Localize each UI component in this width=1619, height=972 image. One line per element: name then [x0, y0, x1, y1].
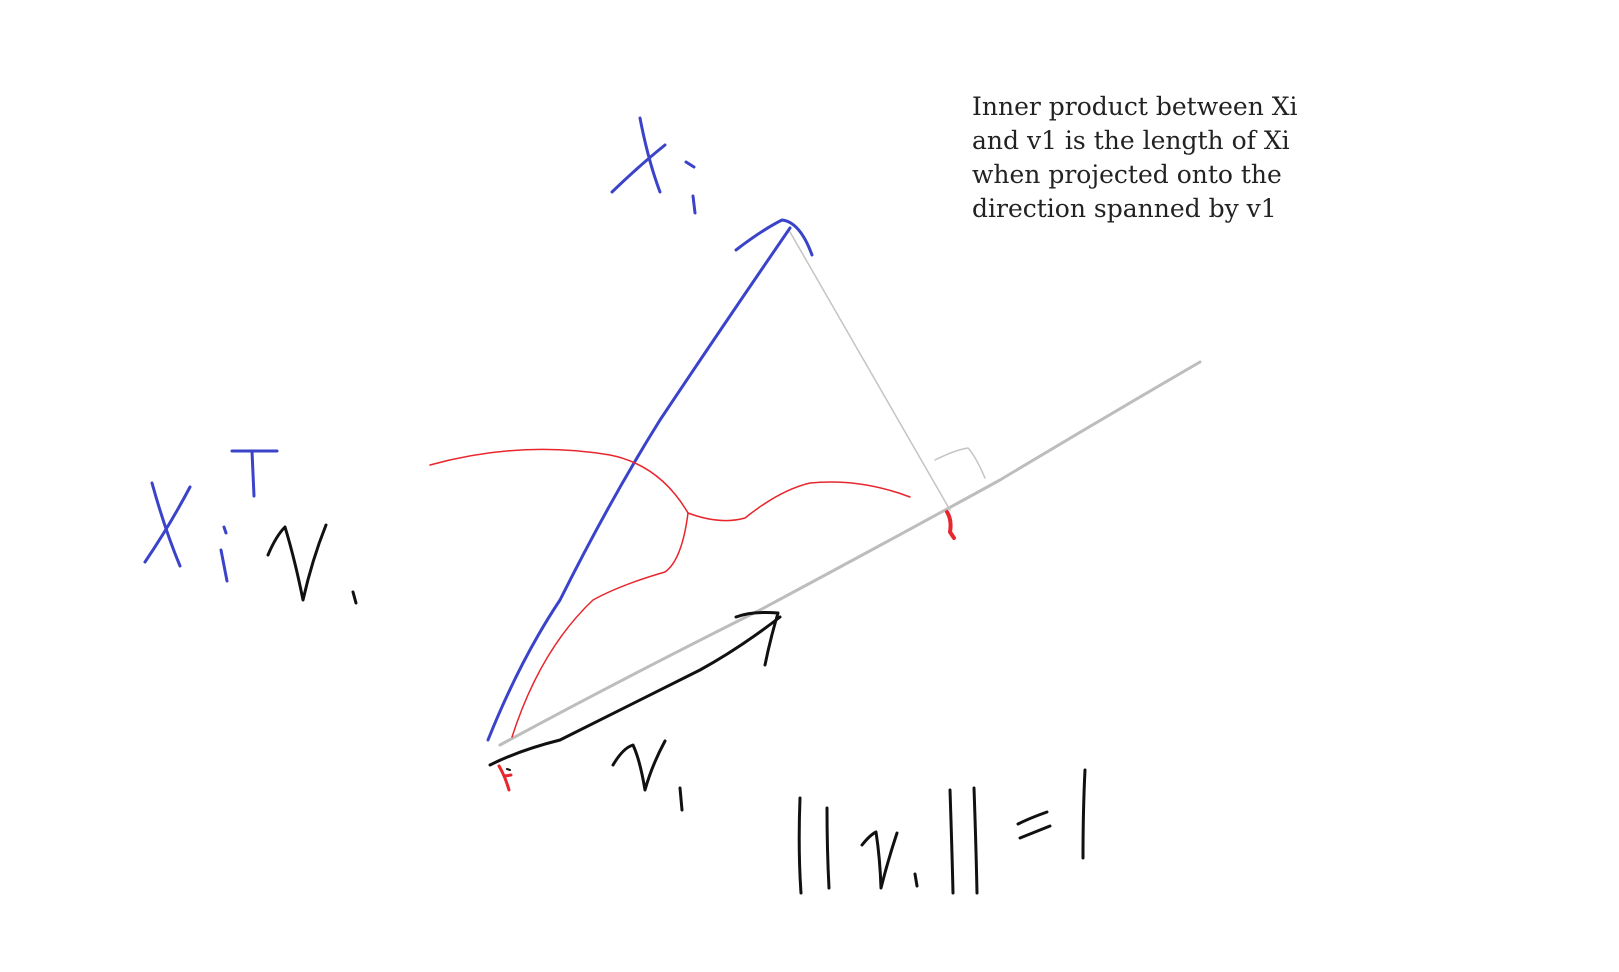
projection-point-mark [945, 510, 956, 540]
v1-arrowhead [734, 611, 780, 667]
right-angle-marker [934, 447, 986, 479]
xi-vector [486, 226, 792, 742]
v1-span-line [498, 360, 1202, 747]
callout-curve-top [429, 448, 689, 514]
v1-vector [488, 615, 782, 767]
projection-line [789, 231, 951, 511]
annotation-line-3: when projected onto the [972, 160, 1282, 189]
xi-t-v1-label [143, 449, 358, 605]
origin-dot [506, 768, 511, 771]
v1-label [611, 739, 684, 812]
norm-label [797, 768, 1087, 895]
origin-mark [497, 764, 513, 792]
annotation-line-1: Inner product between Xi [972, 92, 1298, 121]
xi-top-label [610, 116, 697, 215]
callout-curve-right [687, 481, 911, 522]
annotation-text: Inner product between Xi and v1 is the l… [972, 90, 1332, 226]
xi-arrowhead [734, 218, 814, 257]
annotation-line-2: and v1 is the length of Xi [972, 126, 1290, 155]
annotation-line-4: direction spanned by v1 [972, 194, 1277, 223]
callout-curve-down [511, 512, 689, 738]
norm-label-text: ||v1|| = 1 [0, 0, 5, 1]
